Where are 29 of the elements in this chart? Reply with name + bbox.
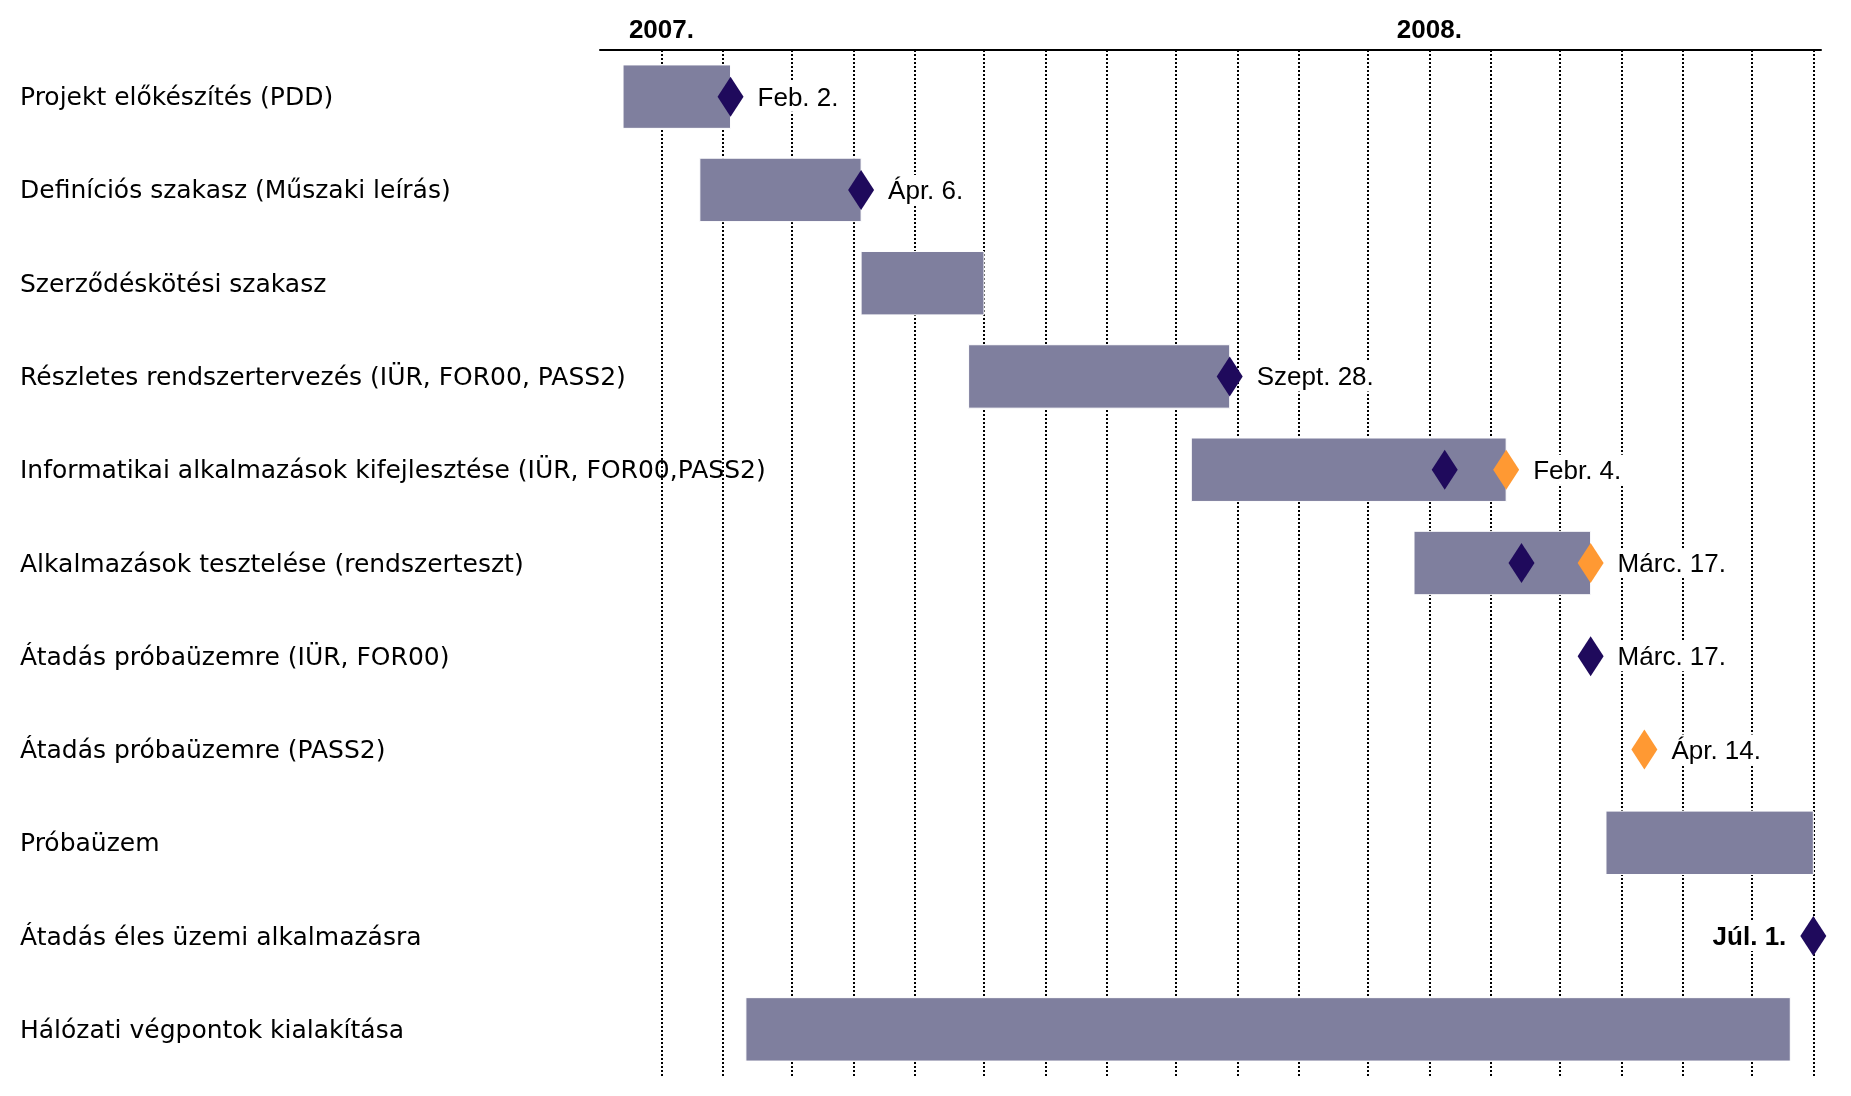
y-tick-label: Projekt előkészítés (PDD) [20,82,334,112]
y-tick-label: Hálózati végpontok kialakítása [20,1014,404,1044]
bar [1605,810,1814,876]
bar [1190,437,1507,502]
bar [745,997,1791,1062]
bar [968,344,1231,409]
annotation: Szept. 28. [1256,361,1374,392]
y-tick-label: Definíciós szakasz (Műszaki leírás) [20,175,451,205]
x-tick-label: 2007. [628,14,694,44]
annotation: Ápr. 6. [888,174,964,205]
x-tick-label: 2008. [1396,14,1462,44]
annotation: Febr. 4. [1533,454,1622,485]
y-tick-label: Részletes rendszertervezés (IÜR, FOR00, PASS2) [20,361,626,391]
y-tick-label: Átadás éles üzemi alkalmazásra [20,921,422,951]
annotation: Márc. 17. [1617,641,1726,672]
annotation: Feb. 2. [757,81,839,112]
y-tick-label: Szerződéskötési szakasz [20,268,327,298]
bar [1413,530,1592,596]
bar [622,64,732,129]
y-tick-label: Informatikai alkalmazások kifejlesztése (IÜR, FOR00,PASS2) [20,455,766,485]
annotation: Márc. 17. [1617,548,1726,578]
y-tick-label: Átadás próbaüzemre (IÜR, FOR00) [20,641,450,671]
y-tick-label: Átadás próbaüzemre (PASS2) [20,735,386,765]
bar [860,250,985,316]
bar [699,157,862,223]
annotation: Ápr. 14. [1671,734,1761,765]
annotation: Júl. 1. [1712,921,1787,952]
y-tick-label: Próbaüzem [20,828,160,858]
y-tick-label: Alkalmazások tesztelése (rendszerteszt) [20,548,524,578]
